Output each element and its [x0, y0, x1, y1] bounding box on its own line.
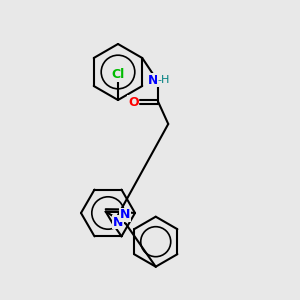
Text: O: O	[128, 95, 139, 109]
Text: N: N	[113, 215, 123, 229]
Text: Cl: Cl	[111, 68, 124, 82]
Text: N: N	[148, 74, 158, 86]
Text: -H: -H	[157, 75, 170, 85]
Text: N: N	[120, 208, 130, 221]
